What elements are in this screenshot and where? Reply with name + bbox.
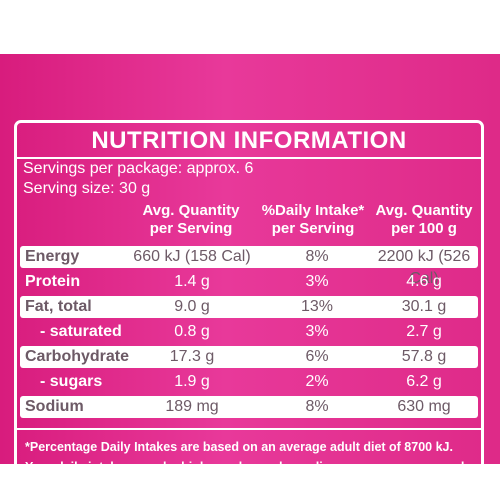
servings-per-package: Servings per package: approx. 6 — [23, 160, 254, 177]
footnote-line-2: Your daily intakes may be higher or lowe… — [25, 460, 475, 474]
per-serving-value: 1.9 g — [174, 373, 210, 390]
header-per-serving-line2: per Serving — [149, 220, 233, 237]
nutrient-row-sugars: - sugars 1.9 g 2% 6.2 g — [20, 371, 478, 393]
daily-intake-value: 6% — [305, 348, 329, 365]
nutrient-name: Carbohydrate — [25, 348, 130, 365]
nutrition-panel: NUTRITION INFORMATION Servings per packa… — [14, 120, 484, 502]
nutrient-row-sodium: Sodium 189 mg 8% 630 mg — [20, 396, 478, 418]
per-100g-value: 2.7 g — [406, 323, 442, 340]
header-per-100g-line2: per 100 g — [391, 220, 457, 237]
nutrient-name: Energy — [25, 248, 80, 265]
per-serving-value: 189 mg — [165, 398, 219, 415]
header-per-serving-line1: Avg. Quantity — [142, 202, 240, 219]
header-per-100g-line1: Avg. Quantity — [375, 202, 473, 219]
footnote-divider — [17, 428, 481, 430]
per-100g-value: 630 mg — [397, 398, 451, 415]
per-serving-value: 17.3 g — [169, 348, 215, 365]
daily-intake-value: 13% — [300, 298, 334, 315]
serving-size: Serving size: 30 g — [23, 180, 151, 197]
daily-intake-value: 3% — [305, 323, 329, 340]
header-per-serving: Avg. Quantity per Serving — [127, 202, 255, 238]
nutrient-name: Protein — [25, 273, 81, 290]
daily-intake-value: 8% — [305, 248, 329, 265]
header-daily-intake: %Daily Intake* per Serving — [253, 202, 373, 238]
per-serving-value: 660 kJ (158 Cal) — [133, 248, 251, 265]
per-100g-value: 30.1 g — [401, 298, 447, 315]
per-100g-value: 2200 kJ (526 Cal) — [377, 248, 471, 287]
per-100g-value: 4.6 g — [406, 273, 442, 290]
per-100g-value: 57.8 g — [401, 348, 447, 365]
panel-title: NUTRITION INFORMATION — [91, 127, 407, 154]
per-serving-value: 9.0 g — [174, 298, 210, 315]
pink-package-background: NUTRITION INFORMATION Servings per packa… — [0, 54, 500, 502]
nutrient-row-energy: Energy 660 kJ (158 Cal) 8% 2200 kJ (526 … — [20, 246, 478, 287]
nutrient-name: Sodium — [25, 398, 84, 415]
per-100g-value: 6.2 g — [406, 373, 442, 390]
nutrient-row-carbohydrate: Carbohydrate 17.3 g 6% 57.8 g — [20, 346, 478, 368]
nutrient-name: - sugars — [40, 373, 103, 390]
nutrient-row-protein: Protein 1.4 g 3% 4.6 g — [20, 271, 478, 293]
header-per-100g: Avg. Quantity per 100 g — [371, 202, 477, 238]
daily-intake-value: 3% — [305, 273, 329, 290]
header-daily-intake-line1: %Daily Intake* — [261, 202, 365, 219]
title-divider — [17, 157, 481, 159]
per-serving-value: 1.4 g — [174, 273, 210, 290]
nutrient-name: Fat, total — [25, 298, 92, 315]
daily-intake-value: 8% — [305, 398, 329, 415]
per-serving-value: 0.8 g — [174, 323, 210, 340]
nutrient-row-fat-total: Fat, total 9.0 g 13% 30.1 g — [20, 296, 478, 318]
header-daily-intake-line2: per Serving — [271, 220, 355, 237]
daily-intake-value: 2% — [305, 373, 329, 390]
footnote-line-1: *Percentage Daily Intakes are based on a… — [25, 440, 453, 454]
nutrient-name: - saturated — [40, 323, 122, 340]
nutrient-row-saturated: - saturated 0.8 g 3% 2.7 g — [20, 321, 478, 343]
footnote: *Percentage Daily Intakes are based on a… — [25, 437, 475, 477]
